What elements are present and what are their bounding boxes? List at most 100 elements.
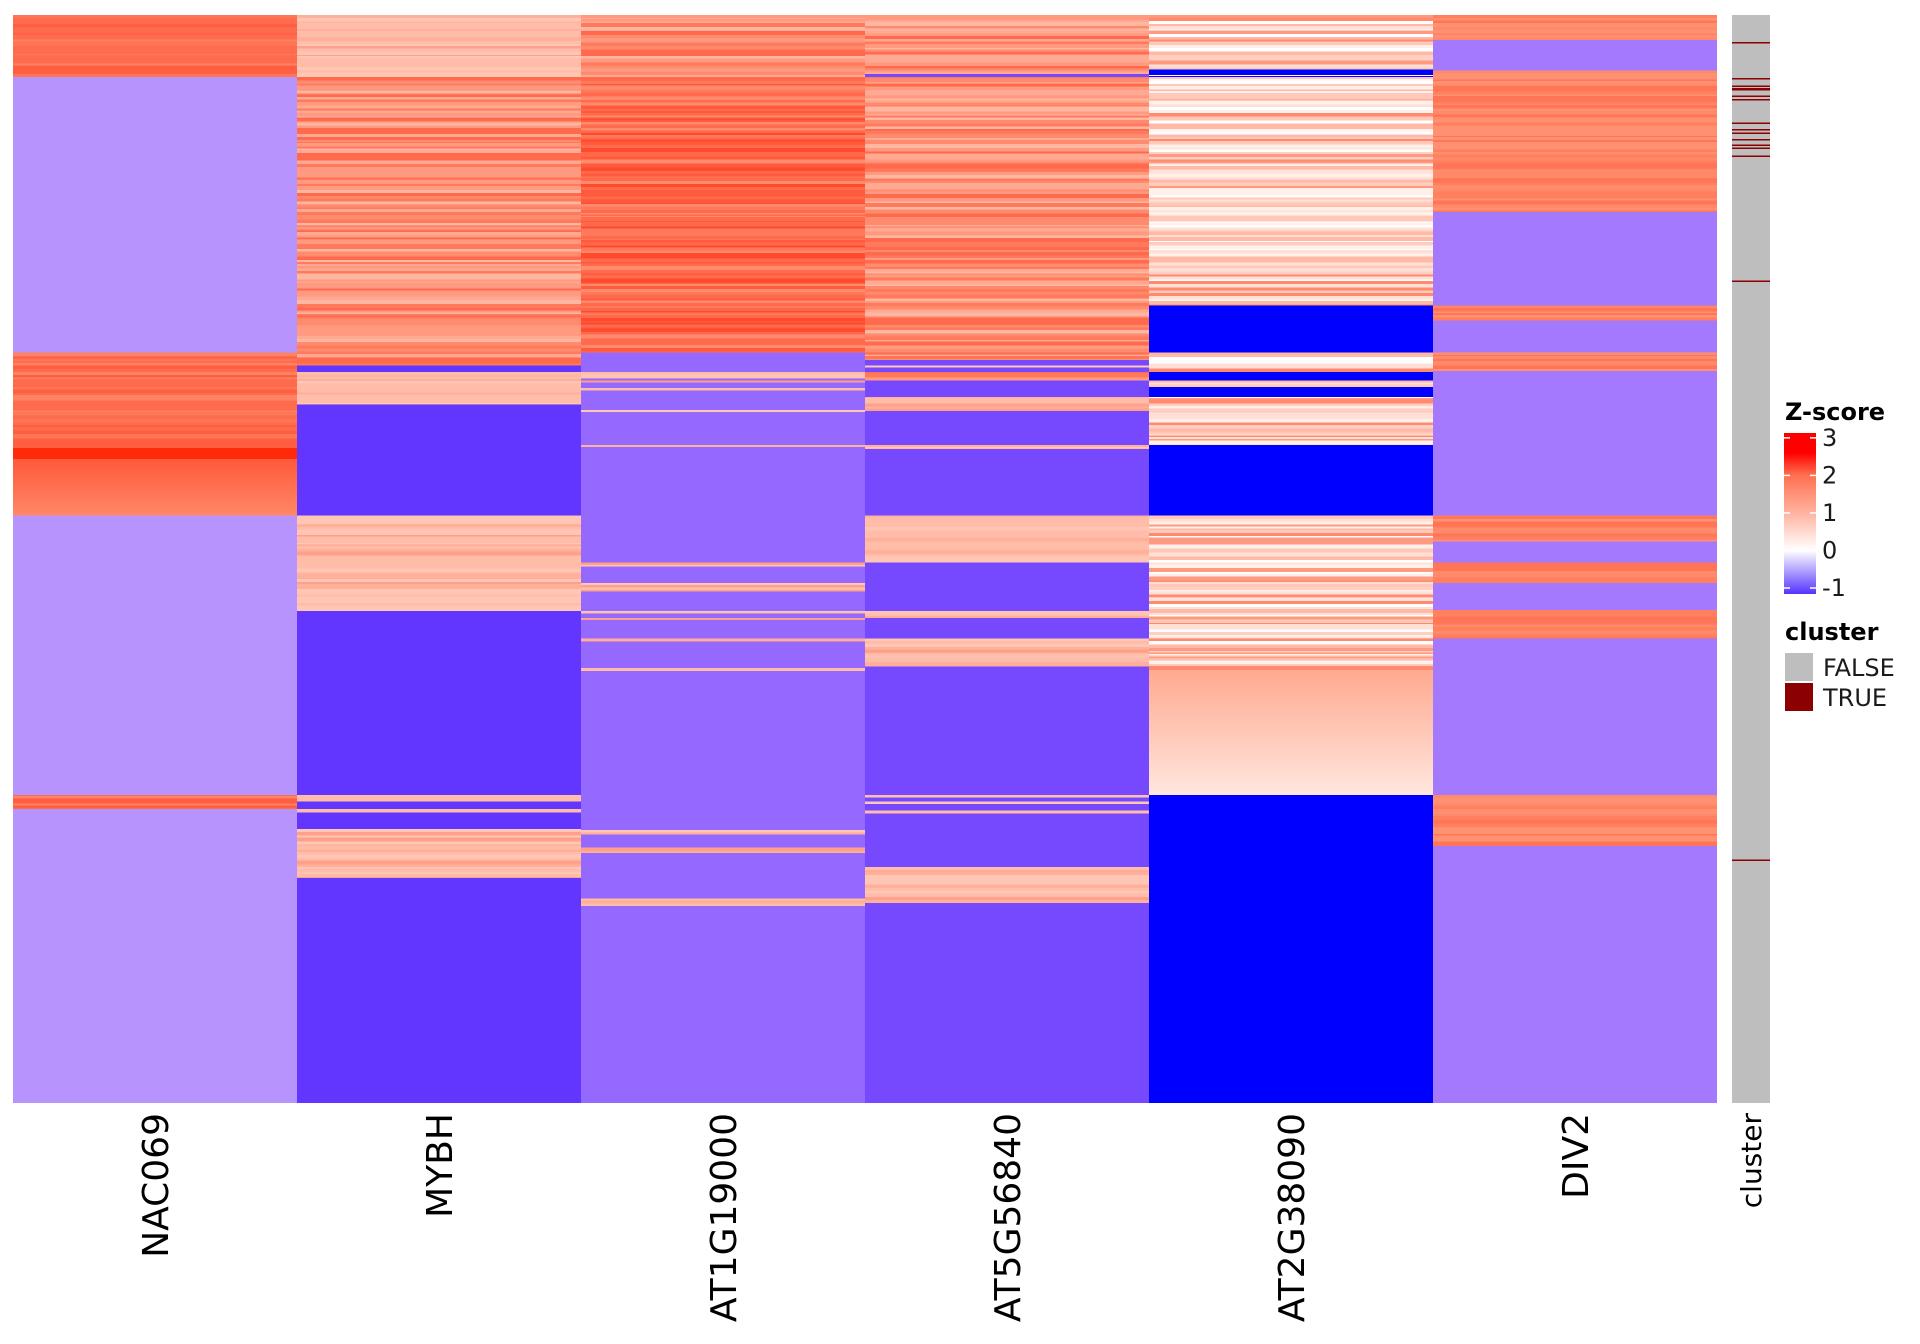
heatmap-cell-row	[297, 108, 581, 111]
heatmap-cell-row	[1149, 405, 1433, 409]
heatmap-cell-row	[1149, 231, 1433, 236]
heatmap-cell-row	[1433, 810, 1717, 813]
heatmap-cell-row	[1149, 747, 1433, 751]
legend: Z-score 3 2 1 0 -1 cluster FALSE TRUE	[1784, 398, 1895, 712]
heatmap-cell-row	[1149, 384, 1433, 388]
heatmap-cell-row	[865, 333, 1149, 337]
heatmap-cell-row	[865, 49, 1149, 53]
heatmap-cell-block	[1433, 370, 1717, 516]
heatmap-cell-row	[865, 345, 1149, 349]
heatmap-cell-row	[297, 28, 581, 31]
heatmap-cell-row	[865, 41, 1149, 45]
heatmap-cell-row	[581, 19, 865, 22]
heatmap-cell-row	[581, 321, 865, 323]
heatmap-cell-row	[581, 62, 865, 65]
heatmap-cell-row	[297, 610, 581, 612]
heatmap-cell-row	[13, 34, 297, 37]
heatmap-cell-row	[865, 225, 1149, 227]
heatmap-cell-row	[581, 312, 865, 315]
heatmap-cell-row	[581, 903, 865, 907]
heatmap-cell-row	[1433, 104, 1717, 109]
heatmap-cell-row	[581, 228, 865, 233]
heatmap-cell-row	[1433, 369, 1717, 371]
heatmap-cell-row	[865, 649, 1149, 651]
heatmap-cell-row	[865, 123, 1149, 127]
heatmap-cell-row	[13, 358, 297, 360]
heatmap-cell-row	[1433, 527, 1717, 531]
heatmap-cell-row	[1149, 589, 1433, 592]
heatmap-cell-row	[297, 395, 581, 398]
heatmap-cell-row	[1149, 576, 1433, 581]
heatmap-cell-row	[13, 363, 297, 366]
heatmap-cell-row	[13, 437, 297, 439]
heatmap-cell-row	[13, 444, 297, 447]
heatmap-cell-row	[1149, 116, 1433, 121]
heatmap-cell-row	[865, 268, 1149, 272]
heatmap-cell-row	[297, 542, 581, 545]
heatmap-cell-block	[865, 562, 1149, 612]
heatmap-cell-block	[865, 449, 1149, 516]
heatmap-cell-row	[581, 236, 865, 239]
heatmap-cell-row	[13, 509, 297, 514]
heatmap-cell-row	[297, 575, 581, 579]
heatmap-cell-row	[297, 153, 581, 158]
heatmap-cell-row	[1149, 664, 1433, 667]
heatmap-cell-row	[13, 495, 297, 500]
heatmap-cell-row	[1433, 142, 1717, 147]
heatmap-cell-row	[581, 294, 865, 299]
heatmap-cell-row	[297, 313, 581, 316]
heatmap-cell-row	[1149, 249, 1433, 254]
heatmap-cell-row	[581, 300, 865, 302]
heatmap-cell-row	[581, 262, 865, 264]
heatmap-cell-row	[13, 379, 297, 384]
heatmap-cell-row	[865, 888, 1149, 891]
heatmap-cell-row	[297, 345, 581, 349]
heatmap-cell-row	[1433, 172, 1717, 176]
heatmap-cell-row	[581, 130, 865, 134]
heatmap-cell-row	[581, 15, 865, 18]
heatmap-cell-row	[1433, 823, 1717, 827]
heatmap-cell-row	[1433, 94, 1717, 96]
heatmap-cell-row	[581, 124, 865, 126]
heatmap-cell-row	[865, 553, 1149, 556]
heatmap-cell-row	[297, 392, 581, 395]
heatmap-cell-row	[297, 65, 581, 68]
cluster-true-mark	[1732, 155, 1770, 157]
heatmap-cell-row	[581, 215, 865, 218]
heatmap-cell-row	[13, 389, 297, 394]
heatmap-cell-row	[1433, 626, 1717, 631]
heatmap-cell-row	[1433, 610, 1717, 612]
heatmap-cell-row	[297, 402, 581, 405]
heatmap-cell-row	[581, 851, 865, 853]
heatmap-cell-row	[297, 122, 581, 126]
heatmap-cell-row	[865, 289, 1149, 293]
column-label-at1g19000: AT1G19000	[704, 1113, 745, 1322]
heatmap-cell-block	[297, 611, 581, 796]
heatmap-cell-row	[581, 74, 865, 78]
heatmap-cell-row	[865, 284, 1149, 286]
heatmap-cell-row	[1433, 191, 1717, 196]
heatmap-cell-row	[1433, 615, 1717, 618]
heatmap-cell-row	[1149, 173, 1433, 177]
heatmap-cell-block	[865, 803, 1149, 811]
heatmap-cell-block	[1433, 541, 1717, 563]
heatmap-cell-row	[865, 105, 1149, 107]
heatmap-cell-block	[865, 380, 1149, 397]
heatmap-cell-row	[1433, 633, 1717, 637]
heatmap-cell-row	[1149, 536, 1433, 538]
heatmap-cell-row	[1149, 652, 1433, 654]
heatmap-cell-row	[1149, 653, 1433, 656]
heatmap-cell-row	[581, 156, 865, 160]
heatmap-cell-row	[1433, 207, 1717, 211]
heatmap-cell-row	[1149, 227, 1433, 229]
heatmap-cell-row	[1433, 200, 1717, 205]
heatmap-cell-row	[581, 263, 865, 266]
heatmap-cell-row	[1433, 138, 1717, 141]
heatmap-cell-row	[1149, 637, 1433, 639]
heatmap-cell-row	[297, 186, 581, 190]
heatmap-cell-row	[865, 294, 1149, 299]
heatmap-cell-row	[865, 341, 1149, 346]
heatmap-cell-row	[1433, 516, 1717, 519]
heatmap-cell-row	[1433, 563, 1717, 567]
cluster-true-mark	[1732, 132, 1770, 134]
